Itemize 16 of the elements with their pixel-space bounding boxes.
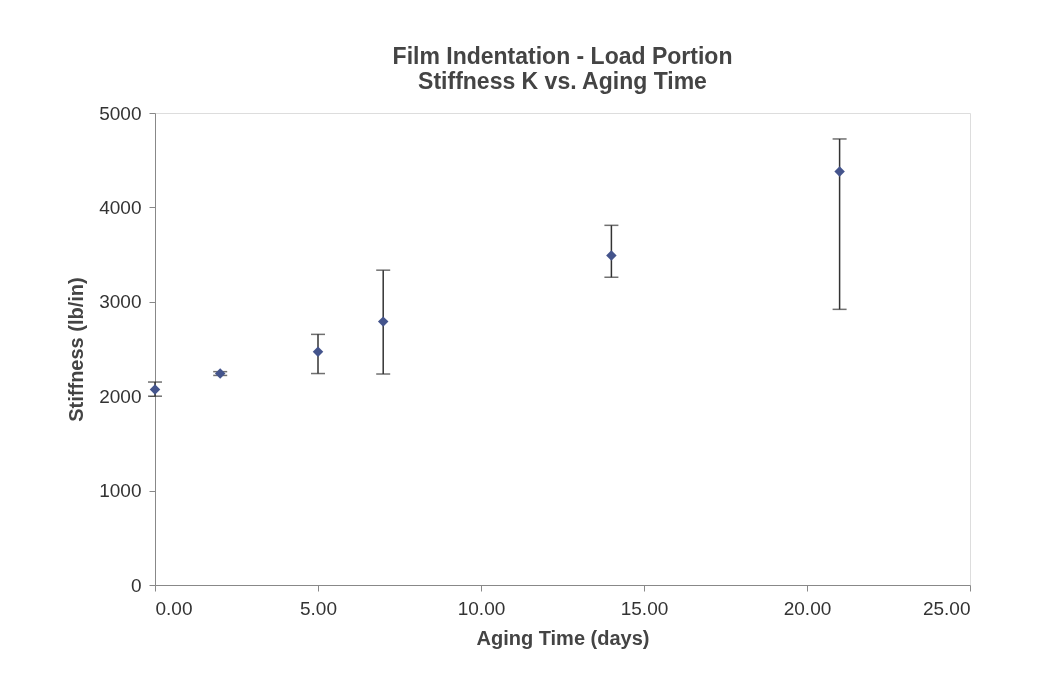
y-axis-title: Stiffness (lb/in) — [65, 277, 88, 422]
y-tick-label: 2000 — [99, 385, 142, 407]
text: Stiffness K vs. Aging Time — [418, 68, 707, 94]
x-tick-label: 25.00 — [922, 597, 971, 619]
x-tick-label: 5.00 — [300, 597, 337, 619]
y-tick-label: 4000 — [99, 196, 142, 218]
x-axis-title: Aging Time (days) — [476, 626, 650, 649]
y-tick-label: 5000 — [99, 102, 142, 124]
y-tick-label: 3000 — [99, 291, 142, 313]
x-tick-label: 20.00 — [783, 597, 832, 619]
x-tick-label: 0.00 — [155, 597, 193, 619]
y-tick-label: 1000 — [99, 480, 142, 502]
text: Film Indentation - Load Portion — [392, 43, 733, 69]
x-tick-label: 10.00 — [457, 597, 506, 619]
x-tick-label: 15.00 — [620, 597, 669, 619]
y-tick-label: 0 — [130, 574, 142, 596]
